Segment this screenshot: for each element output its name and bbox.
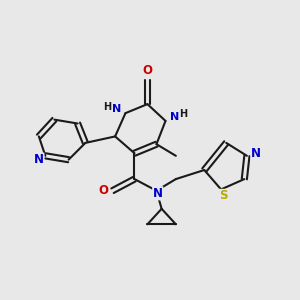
Text: S: S (219, 189, 228, 203)
Text: N: N (34, 153, 44, 166)
Text: N: N (153, 187, 163, 200)
Text: O: O (142, 64, 152, 77)
Text: N: N (170, 112, 179, 122)
Text: N: N (251, 147, 261, 160)
Text: O: O (98, 184, 109, 197)
Text: N: N (112, 104, 121, 114)
Text: H: H (179, 110, 188, 119)
Text: H: H (103, 102, 111, 112)
